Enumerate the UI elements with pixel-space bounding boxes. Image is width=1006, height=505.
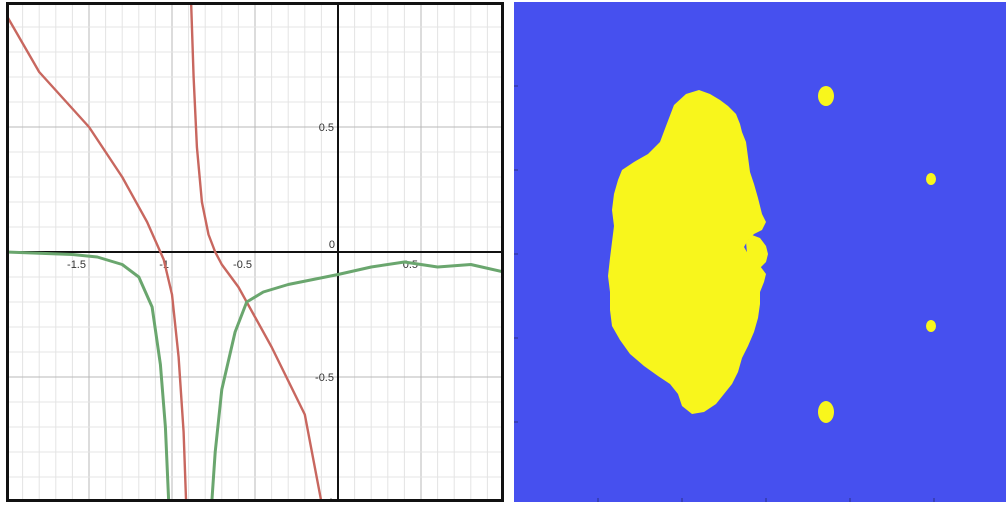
graph-left: -1.5-1-0.500.50.5-0.5-1 xyxy=(6,2,504,502)
basin-islet xyxy=(926,173,936,185)
basin-lobe xyxy=(746,235,768,270)
axes xyxy=(6,2,504,502)
basin-islet xyxy=(818,401,834,423)
curves xyxy=(6,2,504,502)
basin-islet xyxy=(926,320,936,332)
curve-series-1 xyxy=(6,13,188,502)
curve-series-1 xyxy=(189,2,323,502)
plot-border xyxy=(6,2,504,502)
basin-islet xyxy=(818,86,834,106)
fractal-plot-right xyxy=(514,2,1006,502)
curve-series-2 xyxy=(6,250,504,502)
axis-ticks xyxy=(514,85,935,502)
x-tick-label: 0 xyxy=(329,239,335,251)
y-tick-label: 0.5 xyxy=(319,122,334,134)
x-tick-label: -0.5 xyxy=(233,259,252,271)
y-tick-label: -0.5 xyxy=(315,372,334,384)
basin-region xyxy=(608,86,936,423)
main-basin-blob xyxy=(608,90,766,414)
x-tick-label: -1.5 xyxy=(67,259,86,271)
